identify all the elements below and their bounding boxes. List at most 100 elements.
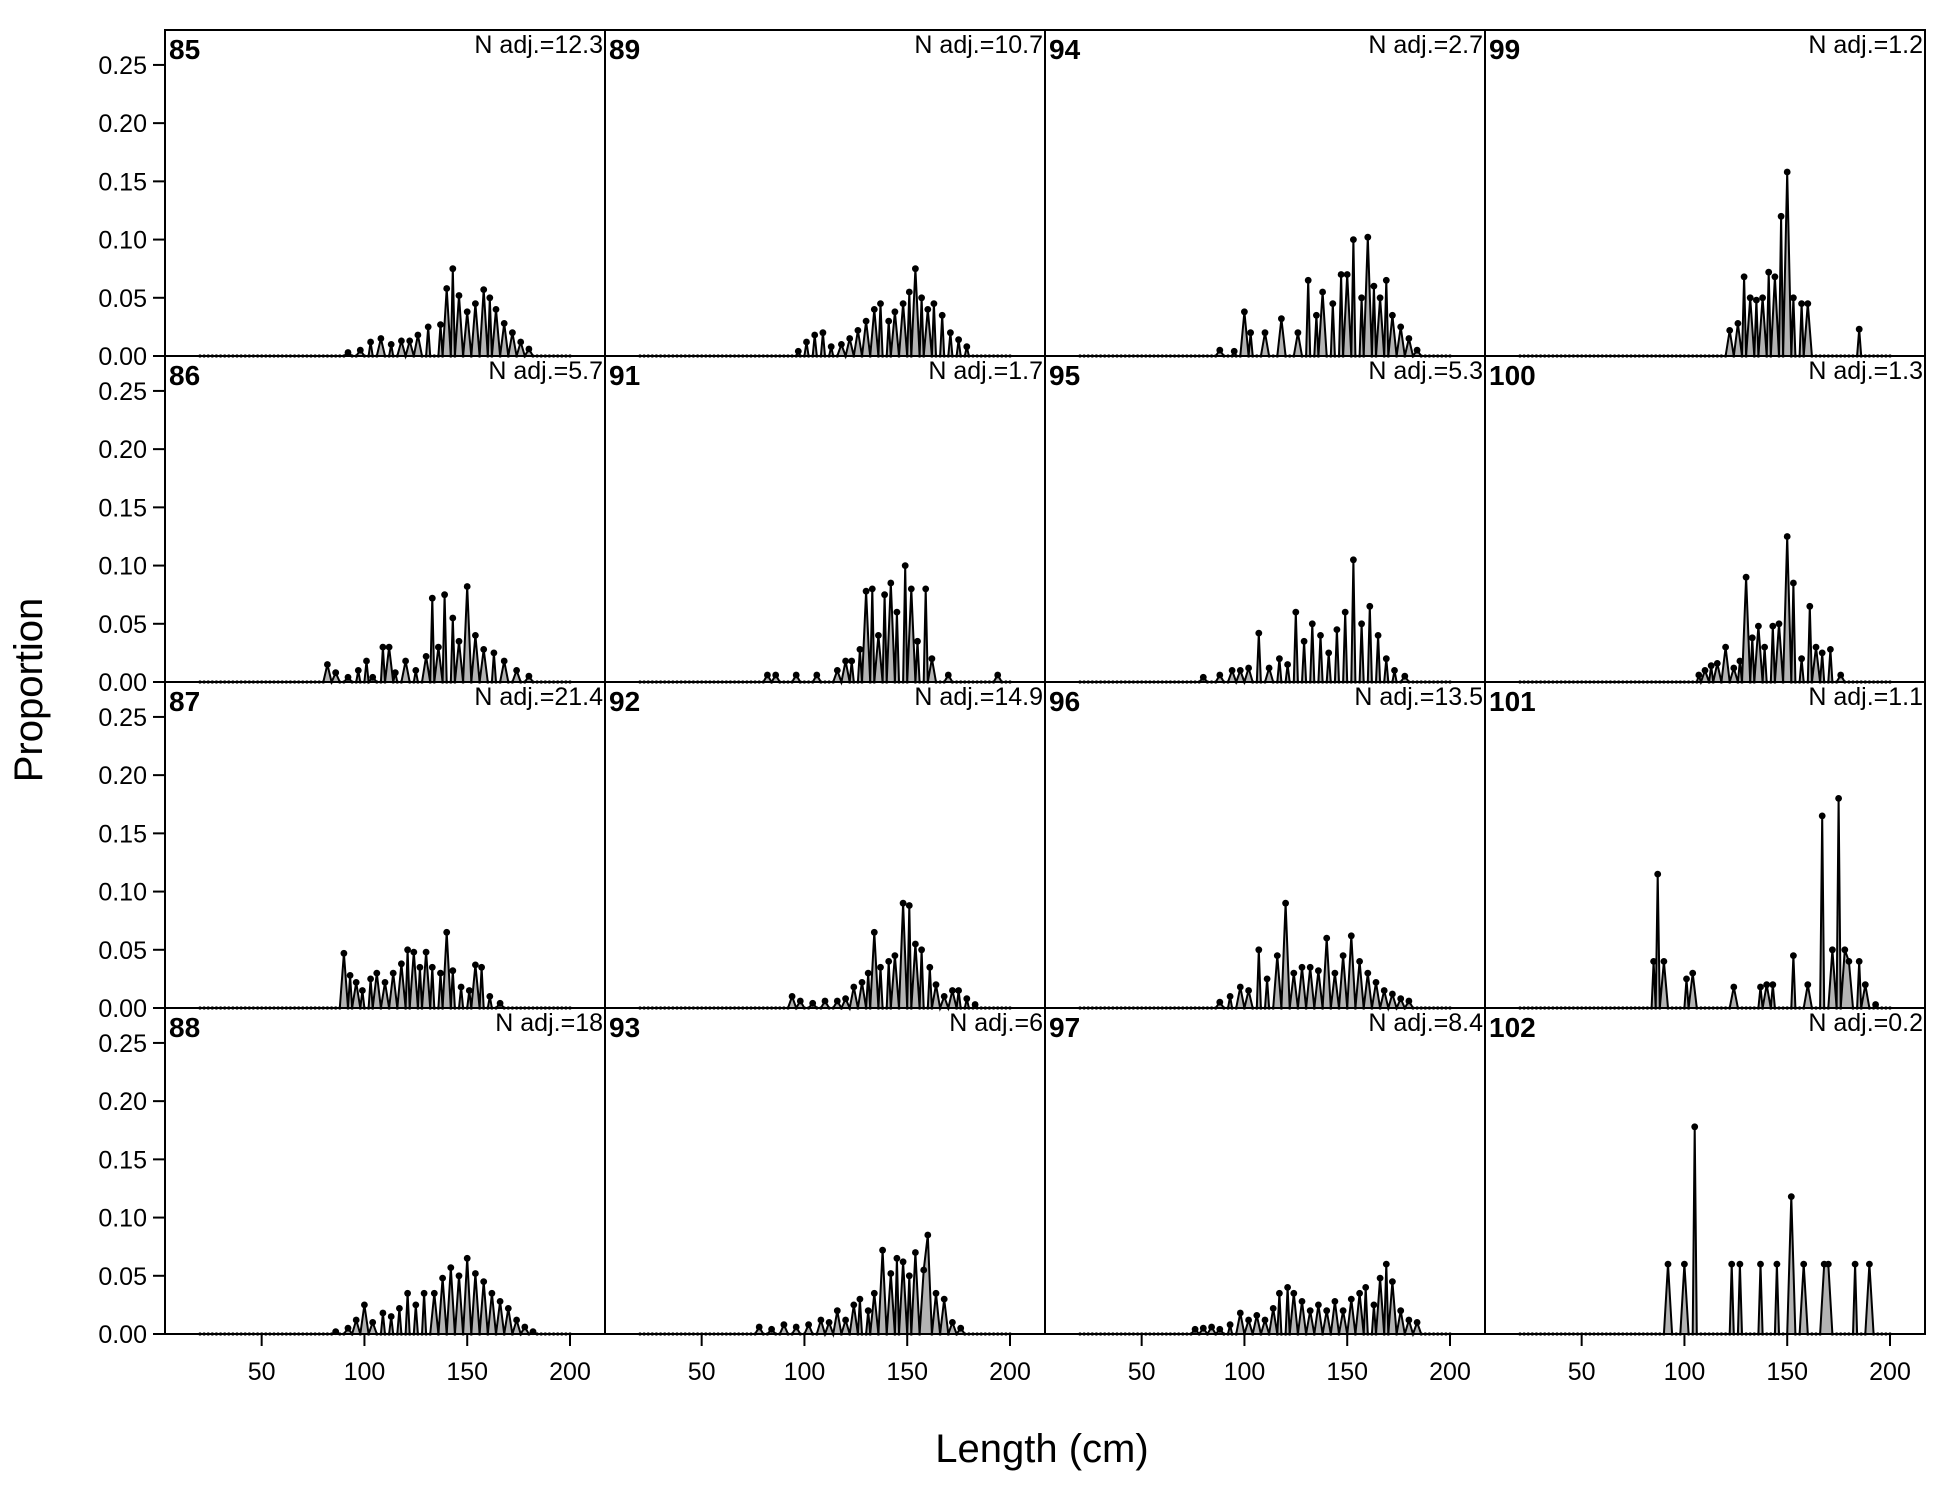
panel-97-point bbox=[1276, 1289, 1283, 1297]
panel-88-point bbox=[513, 1316, 520, 1324]
panel-100-point bbox=[1798, 655, 1805, 663]
panel-89-label: 89 bbox=[609, 34, 640, 65]
panel-99-point bbox=[1804, 300, 1812, 307]
panel-95-point bbox=[1284, 661, 1291, 668]
y-tick-label: 0.10 bbox=[98, 1205, 147, 1233]
panel-93-point bbox=[924, 1231, 932, 1239]
panel-85-point bbox=[387, 341, 395, 348]
panel-91-point bbox=[813, 671, 821, 679]
panel-94-point bbox=[1413, 346, 1421, 354]
panel-96-point bbox=[1255, 946, 1263, 954]
panel-87-point bbox=[422, 948, 430, 956]
panel-92-point bbox=[949, 987, 956, 994]
panel-87-point bbox=[449, 967, 457, 975]
panel-94-point bbox=[1343, 271, 1351, 278]
panel-97-point bbox=[1269, 1305, 1277, 1312]
panel-92-n-adj: N adj.=14.9 bbox=[914, 683, 1043, 711]
panel-100-point bbox=[1812, 643, 1820, 651]
panel-97-point bbox=[1245, 1316, 1252, 1324]
panel-102-point bbox=[1691, 1123, 1699, 1131]
panel-89-point bbox=[938, 311, 946, 319]
panel-101-point bbox=[1689, 969, 1697, 977]
panel-93-point bbox=[864, 1307, 872, 1315]
panel-92-point bbox=[788, 993, 796, 1000]
panel-89-point bbox=[870, 306, 878, 313]
panel-89-point bbox=[930, 300, 938, 307]
panel-95-point bbox=[1350, 556, 1357, 564]
panel-91-point bbox=[901, 562, 909, 569]
panel-91-point bbox=[875, 632, 882, 639]
panel-99-point bbox=[1783, 168, 1791, 176]
x-tick-label: 200 bbox=[1869, 1358, 1911, 1386]
panel-100-point bbox=[1748, 634, 1756, 642]
panel-86-label: 86 bbox=[169, 360, 200, 391]
panel-94-point bbox=[1304, 276, 1312, 284]
panel-87-point bbox=[428, 963, 436, 971]
panel-89-point bbox=[905, 288, 913, 296]
panel-91-point bbox=[833, 667, 841, 674]
panel-96-point bbox=[1263, 975, 1271, 983]
x-tick-label: 50 bbox=[248, 1358, 276, 1386]
panel-101-point bbox=[1757, 983, 1764, 991]
panel-95-point bbox=[1276, 655, 1283, 663]
panel-96-point bbox=[1339, 952, 1347, 959]
panel-85-point bbox=[398, 337, 405, 345]
x-tick-label: 150 bbox=[886, 1358, 928, 1386]
panel-96-point bbox=[1356, 958, 1363, 965]
panel-96-point bbox=[1347, 932, 1355, 940]
panel-87-n-adj: N adj.=21.4 bbox=[474, 683, 603, 711]
panel-85-point bbox=[517, 338, 525, 346]
panel-87-point bbox=[367, 975, 374, 983]
panel-87-point bbox=[373, 969, 381, 977]
panel-92-point bbox=[940, 993, 948, 1000]
panel-97-point bbox=[1376, 1274, 1384, 1282]
panel-85-label: 85 bbox=[169, 34, 200, 65]
panel-91-point bbox=[893, 608, 901, 616]
panel-102-point bbox=[1824, 1260, 1832, 1268]
panel-85-point bbox=[480, 286, 488, 293]
panel-87-point bbox=[472, 961, 479, 969]
panel-99-point bbox=[1759, 294, 1766, 302]
panel-96-label: 96 bbox=[1049, 686, 1080, 717]
panel-92-point bbox=[850, 983, 858, 991]
panel-94-point bbox=[1329, 300, 1337, 307]
panel-97-point bbox=[1356, 1289, 1363, 1297]
y-tick-label: 0.15 bbox=[98, 820, 147, 848]
panel-97-point bbox=[1216, 1325, 1224, 1333]
panel-101-point bbox=[1790, 952, 1797, 959]
y-tick-label: 0.25 bbox=[98, 52, 147, 80]
panel-97-point bbox=[1405, 1316, 1413, 1324]
panel-96-point bbox=[1245, 987, 1252, 994]
panel-88-point bbox=[412, 1301, 420, 1309]
panel-94-point bbox=[1350, 236, 1357, 244]
panel-96-point bbox=[1306, 963, 1314, 971]
panel-100-point bbox=[1806, 602, 1814, 610]
panel-88-n-adj: N adj.=18 bbox=[495, 1009, 603, 1037]
panel-86-point bbox=[472, 632, 479, 639]
panel-96-point bbox=[1397, 995, 1405, 1003]
panel-100-point bbox=[1790, 579, 1797, 587]
panel-85-point bbox=[472, 300, 479, 307]
panel-92-point bbox=[971, 1001, 979, 1008]
panel-91-point bbox=[868, 585, 876, 593]
panel-88-point bbox=[447, 1264, 455, 1271]
panel-85-point bbox=[486, 294, 494, 302]
panel-94-point bbox=[1261, 329, 1269, 337]
panel-102-point bbox=[1664, 1260, 1672, 1268]
x-tick-label: 100 bbox=[1664, 1358, 1706, 1386]
panel-95-point bbox=[1245, 664, 1252, 672]
panel-89-point bbox=[819, 329, 827, 337]
panel-87-point bbox=[478, 963, 485, 971]
panel-95-point bbox=[1317, 632, 1324, 639]
x-tick-label: 100 bbox=[1224, 1358, 1266, 1386]
panel-91-point bbox=[792, 671, 800, 679]
panel-93-point bbox=[850, 1301, 858, 1309]
panel-99-point bbox=[1855, 325, 1863, 333]
panel-97-point bbox=[1236, 1309, 1244, 1317]
panel-87-point bbox=[381, 979, 389, 986]
panel-97-point bbox=[1389, 1278, 1396, 1285]
panel-95-point bbox=[1341, 608, 1349, 616]
panel-92-point bbox=[912, 940, 919, 948]
panel-97-point bbox=[1298, 1298, 1306, 1305]
